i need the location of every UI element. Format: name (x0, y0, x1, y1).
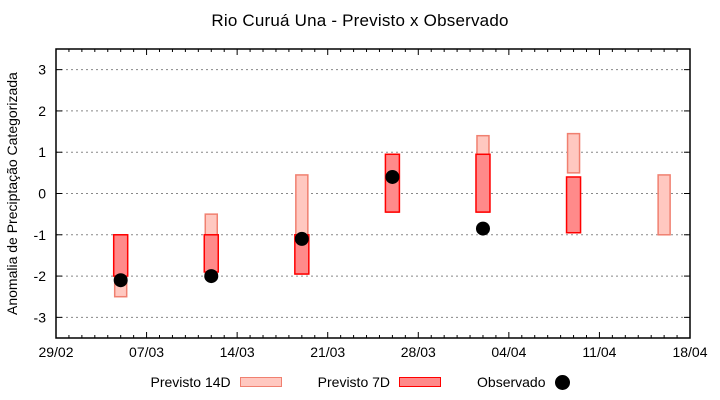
legend-label-observado: Observado (477, 374, 546, 390)
observado-dot (204, 269, 219, 284)
legend-item-observado: Observado (477, 374, 570, 390)
previsto-7d-bar (475, 153, 491, 213)
y-tick-label: 0 (38, 186, 46, 202)
legend-label-previsto-14d: Previsto 14D (150, 374, 231, 390)
x-tick-label: 11/04 (582, 344, 616, 360)
legend-item-previsto-7d: Previsto 7D (317, 374, 442, 390)
observado-dot (475, 221, 490, 236)
legend-dot-observado-icon (554, 374, 570, 390)
legend-item-previsto-14d: Previsto 14D (151, 374, 282, 390)
y-tick-label: -3 (34, 309, 47, 325)
x-tick-label: 21/03 (310, 344, 345, 360)
y-tick-label: 1 (38, 144, 46, 160)
legend-swatch-previsto-14d-icon (239, 377, 282, 387)
y-tick-label: 2 (38, 103, 46, 119)
previsto-7d-bar (112, 234, 129, 277)
x-tick-label: 07/03 (129, 344, 164, 360)
x-tick-label: 18/04 (672, 344, 707, 360)
previsto-7d-bar (203, 234, 220, 273)
previsto-14d-bar (657, 174, 671, 236)
legend-label-previsto-7d: Previsto 7D (317, 374, 391, 390)
x-tick-label: 29/02 (38, 344, 73, 360)
previsto-14d-bar (566, 132, 581, 174)
chart-title: Rio Curuá Una - Previsto x Observado (211, 11, 509, 30)
observado-dot (113, 273, 128, 288)
observado-dot (294, 231, 309, 246)
previsto-7d-bar (565, 176, 582, 234)
observado-dot (385, 169, 400, 184)
y-tick-label: 3 (38, 62, 46, 78)
x-tick-label: 14/03 (220, 344, 255, 360)
legend: Previsto 14D Previsto 7D Observado (0, 374, 720, 390)
x-tick-label: 04/04 (491, 344, 526, 360)
legend-swatch-previsto-7d-icon (399, 377, 442, 387)
y-tick-label: -1 (34, 227, 47, 243)
y-tick-label: -2 (34, 268, 47, 284)
x-tick-label: 28/03 (401, 344, 436, 360)
